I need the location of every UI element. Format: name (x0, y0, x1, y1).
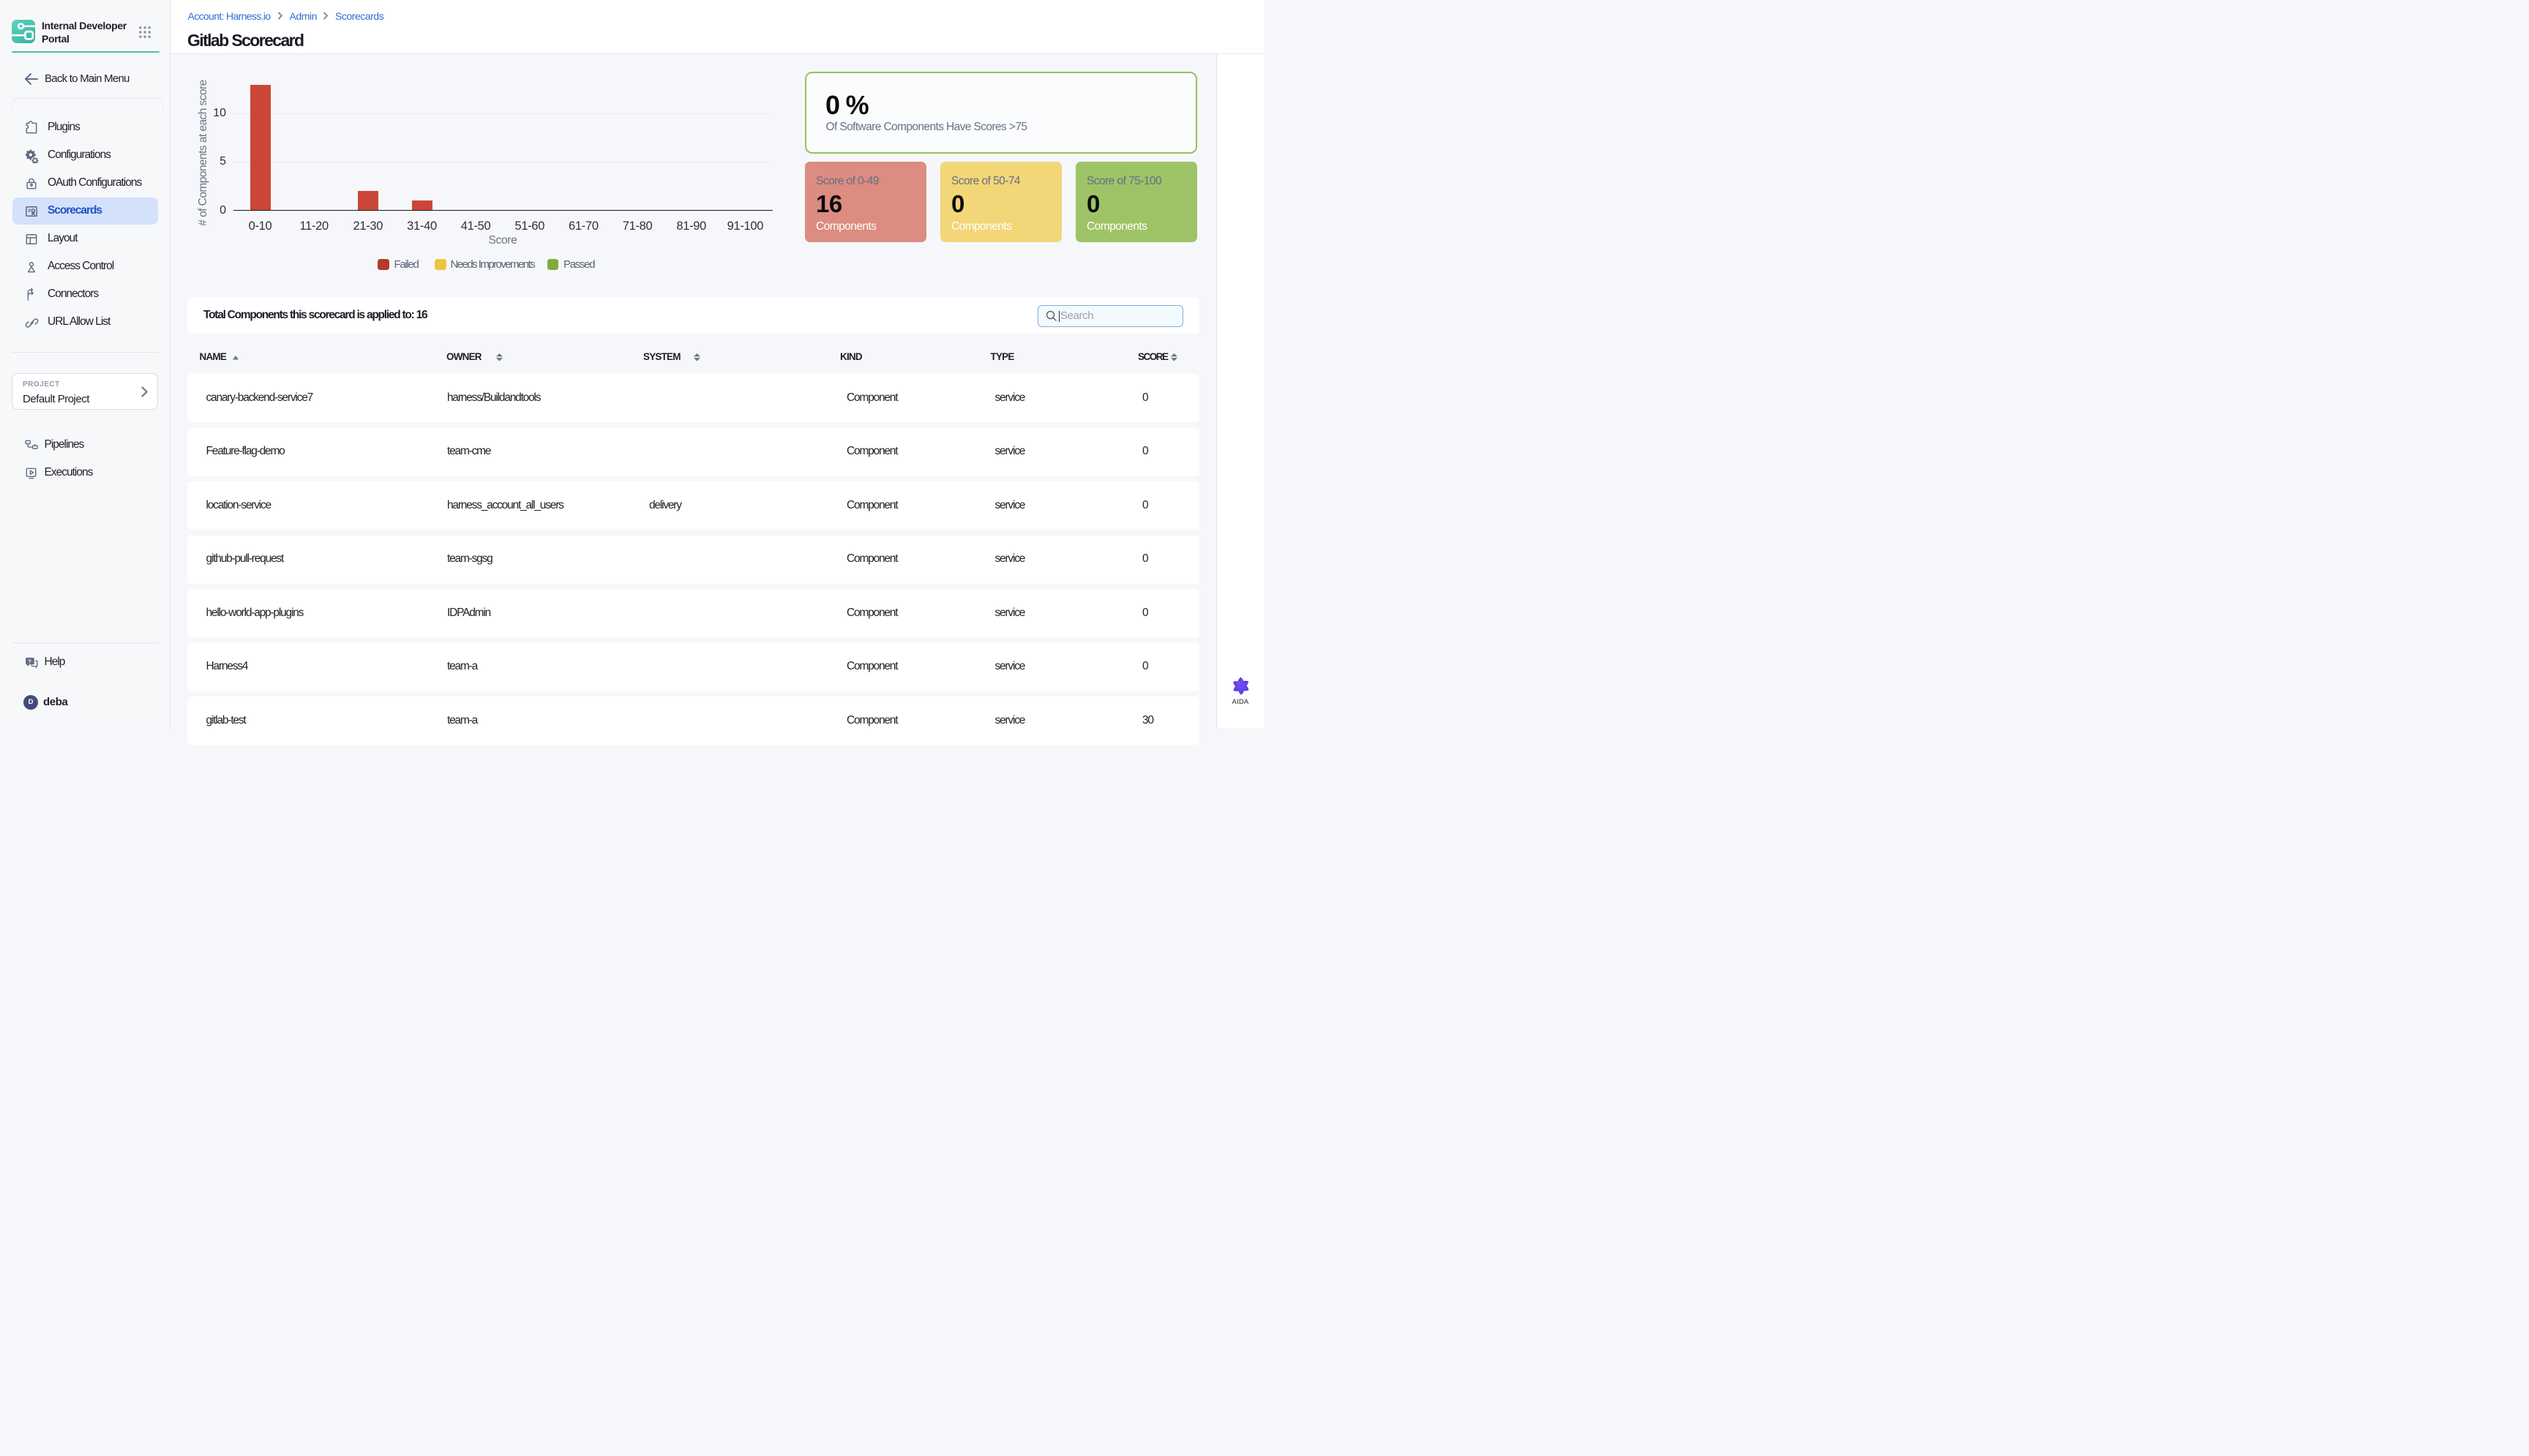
svg-text:?: ? (28, 658, 31, 664)
